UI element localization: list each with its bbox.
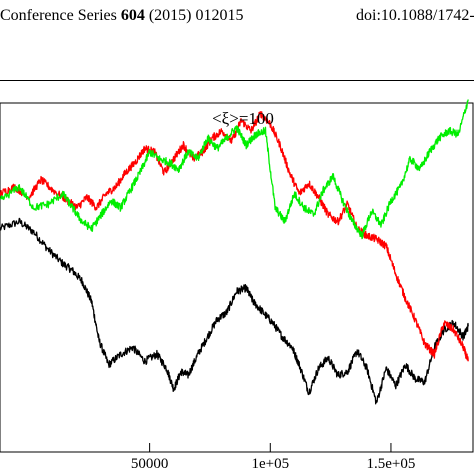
series-line-1 xyxy=(0,217,469,405)
x-tick-label-2: 1e+05 xyxy=(251,456,289,472)
doi-text: doi:10.1088/1742- xyxy=(356,7,474,24)
chart-annotation: <ξ>=100 xyxy=(212,109,274,128)
series-line-3 xyxy=(0,99,469,240)
x-tick-label-3: 1.5e+05 xyxy=(367,456,416,472)
journal-header: Conference Series 604 (2015) 012015 xyxy=(0,7,244,25)
tick-layer: 50000 1e+05 1.5e+05 xyxy=(131,443,416,472)
series-layer xyxy=(0,99,469,405)
year-page: (2015) 012015 xyxy=(144,7,244,24)
volume-number: 604 xyxy=(120,7,145,24)
plot-frame xyxy=(0,102,474,453)
series-line-2 xyxy=(0,111,469,362)
header-rule xyxy=(0,80,474,81)
x-tick-label-1: 50000 xyxy=(131,456,169,472)
journal-prefix: Conference Series xyxy=(0,7,121,24)
